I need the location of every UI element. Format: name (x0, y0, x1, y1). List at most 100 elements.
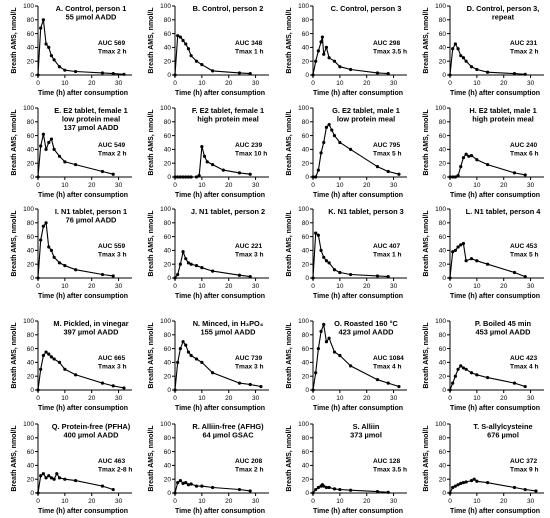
y-tick-label: 80 (302, 332, 310, 339)
y-tick-label: 0 (305, 275, 309, 282)
data-point (181, 340, 185, 344)
y-axis-label: Breath AMS, nmol/L (148, 109, 155, 176)
panel-title: 400 µmol AADD (64, 431, 120, 440)
panel-title: 676 µmol (487, 431, 519, 440)
data-point (181, 481, 185, 485)
data-point (184, 343, 188, 347)
x-tick-label: 30 (115, 283, 123, 290)
auc-annotation: Tmax 3.5 h (373, 466, 407, 473)
y-tick-label: 80 (439, 332, 447, 339)
x-axis-label: Time (h) after consumption (38, 508, 128, 515)
y-tick-label: 60 (439, 234, 447, 241)
data-point (200, 145, 204, 149)
x-tick-label: 10 (473, 283, 481, 290)
data-point (448, 175, 452, 179)
data-point (314, 231, 318, 235)
y-tick-label: 80 (302, 119, 310, 126)
y-tick-label: 60 (27, 449, 35, 456)
x-tick-label: 20 (225, 283, 233, 290)
x-axis-label: Time (h) after consumption (175, 293, 265, 300)
y-tick-label: 80 (164, 332, 172, 339)
x-tick-label: 0 (311, 395, 315, 402)
panel-title: C. Control, person 3 (331, 4, 402, 13)
y-tick-label: 60 (439, 346, 447, 353)
y-axis-label: Breath AMS, nmol/L (148, 210, 155, 277)
data-point (319, 40, 323, 44)
x-tick-label: 20 (500, 182, 508, 189)
chart-svg: 0 20 40 60 80 100 0 10 20 30 Breath AMS, nmol/L Tim… (148, 206, 269, 300)
y-tick-label: 0 (30, 174, 34, 181)
x-tick-label: 30 (527, 80, 535, 87)
y-tick-label: 40 (164, 248, 172, 255)
x-tick-label: 30 (527, 395, 535, 402)
data-point (456, 174, 460, 178)
auc-annotation: Tmax 9 h (510, 466, 539, 473)
data-point (41, 472, 45, 476)
data-point (461, 156, 466, 160)
data-point (39, 26, 43, 30)
chart-panel: 0 20 40 60 80 100 0 10 20 30 Breath AMS, nmol/L Tim… (137, 315, 274, 415)
data-point (74, 478, 78, 483)
y-tick-label: 60 (164, 234, 172, 241)
data-point (47, 45, 51, 50)
panel-title: P. Boiled 45 min (475, 319, 532, 328)
data-point (459, 54, 463, 58)
auc-annotation: Tmax 4 h (373, 363, 402, 370)
x-axis-label: Time (h) after consumption (175, 90, 265, 97)
x-tick-label: 30 (252, 283, 260, 290)
chart-panel: 0 20 40 60 80 100 0 10 20 30 Breath AMS, nmol/L Tim… (275, 203, 412, 303)
chart-panel: 0 20 40 60 80 100 0 10 20 30 Breath AMS, nmol/L Tim… (0, 0, 137, 100)
data-point (469, 65, 474, 69)
data-point (338, 65, 342, 69)
y-tick-label: 60 (302, 31, 310, 38)
y-tick-label: 0 (167, 72, 171, 79)
y-tick-label: 20 (27, 160, 35, 167)
data-point (44, 221, 48, 225)
data-point (451, 381, 455, 385)
y-tick-label: 20 (164, 58, 172, 65)
y-tick-label: 60 (439, 449, 447, 456)
data-point (36, 491, 40, 495)
data-point (221, 168, 225, 172)
panel-title: 423 µmol AADD (339, 328, 395, 337)
x-axis-label: Time (h) after consumption (313, 192, 403, 199)
data-point (375, 71, 380, 75)
y-axis-label: Breath AMS, nmol/L (11, 322, 18, 389)
data-point (237, 71, 242, 75)
data-point (57, 261, 62, 265)
data-point (248, 72, 252, 76)
data-point (57, 154, 62, 158)
data-point (322, 322, 326, 327)
data-point (74, 373, 78, 377)
data-point (332, 59, 337, 63)
y-tick-label: 100 (298, 105, 309, 112)
data-point (322, 484, 326, 488)
data-point (194, 263, 199, 268)
chart-svg: 0 20 40 60 80 100 0 10 20 30 Breath AMS, nmol/L Tim… (11, 105, 132, 199)
chart-svg: 0 20 40 60 80 100 0 10 20 30 Breath AMS, nmol/L Tim… (286, 105, 407, 199)
data-point (248, 489, 252, 493)
x-tick-label: 20 (500, 283, 508, 290)
data-point (184, 257, 188, 261)
y-tick-label: 60 (27, 346, 35, 353)
x-tick-label: 30 (115, 80, 123, 87)
data-point (189, 54, 193, 58)
data-point (332, 487, 337, 491)
chart-panel: 0 20 40 60 80 100 0 10 20 30 Breath AMS, nmol/L Tim… (275, 102, 412, 202)
data-point (523, 72, 527, 76)
x-tick-label: 0 (448, 395, 452, 402)
x-axis-label: Time (h) after consumption (313, 405, 403, 412)
data-point (47, 140, 51, 145)
data-point (49, 355, 54, 359)
data-point (36, 175, 40, 179)
y-tick-label: 80 (439, 119, 447, 126)
y-tick-label: 20 (302, 261, 310, 268)
auc-annotation: AUC 423 (510, 355, 537, 362)
y-tick-label: 40 (302, 147, 310, 154)
y-tick-label: 80 (27, 435, 35, 442)
data-point (327, 336, 331, 340)
data-point (314, 487, 318, 492)
x-axis-label: Time (h) after consumption (450, 192, 540, 199)
y-tick-label: 20 (27, 373, 35, 380)
y-tick-label: 80 (164, 119, 172, 126)
